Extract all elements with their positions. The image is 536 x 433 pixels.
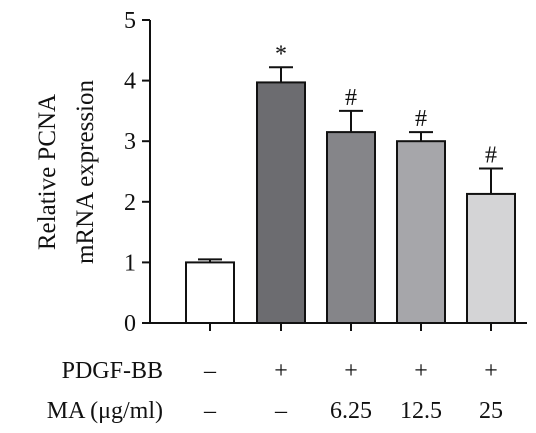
- y-axis-title: Relative PCNA mRNA expression: [34, 79, 99, 264]
- y-axis-title-line1: Relative PCNA: [34, 94, 61, 250]
- condition-value: –: [274, 398, 288, 424]
- bar: [185, 261, 235, 324]
- condition-value: +: [484, 358, 498, 384]
- bar: [326, 131, 376, 324]
- significance-marker: #: [415, 106, 427, 132]
- y-tick-label: 1: [124, 250, 136, 276]
- condition-row-label: PDGF-BB: [62, 358, 163, 384]
- condition-value: +: [344, 358, 358, 384]
- y-ticks: 0 1 2 3 4 5: [124, 8, 150, 337]
- y-axis-title-line2: mRNA expression: [72, 79, 99, 264]
- condition-value: +: [414, 358, 428, 384]
- condition-value: 6.25: [330, 398, 372, 424]
- condition-value: –: [203, 358, 217, 384]
- y-tick-label: 4: [124, 69, 136, 95]
- significance-marker: #: [345, 85, 357, 111]
- bar: [256, 81, 306, 324]
- y-tick-label: 5: [124, 8, 136, 34]
- y-tick-label: 2: [124, 190, 136, 216]
- bar: [466, 192, 516, 324]
- bar: [396, 140, 446, 324]
- condition-value: 12.5: [400, 398, 442, 424]
- significance-marker: *: [275, 41, 287, 67]
- condition-value: 25: [479, 398, 503, 424]
- condition-table: PDGF-BB – + + + + MA (μg/ml) – – 6.25 12.5 25: [47, 358, 503, 424]
- y-tick-label: 3: [124, 129, 136, 155]
- condition-value: –: [203, 398, 217, 424]
- y-tick-label: 0: [124, 311, 136, 337]
- significance-marker: #: [485, 142, 497, 168]
- condition-row-label: MA (μg/ml): [47, 398, 163, 424]
- condition-value: +: [274, 358, 288, 384]
- bars: * # # #: [185, 41, 516, 331]
